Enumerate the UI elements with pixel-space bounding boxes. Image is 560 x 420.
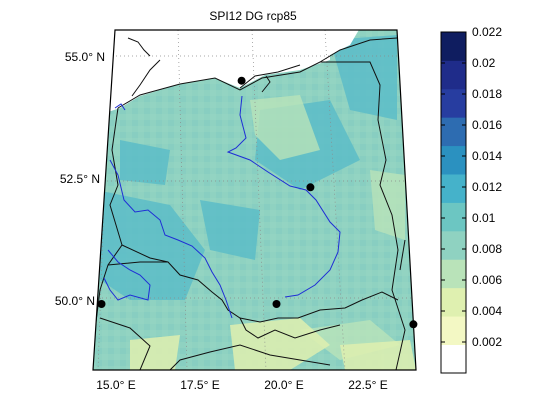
colorbar-segment — [441, 316, 466, 345]
station-marker — [237, 76, 246, 85]
colorbar-segment — [441, 88, 466, 118]
colorbar-tick-label: 0.022 — [472, 25, 502, 39]
colorbar-tick-label: 0.014 — [472, 149, 502, 163]
lat-label-50: 50.0° N — [55, 294, 95, 308]
colorbar-tick-label: 0.02 — [472, 56, 496, 70]
colorbar-tick-label: 0.01 — [472, 211, 496, 225]
colorbar-segment — [441, 344, 466, 374]
colorbar-tick-label: 0.016 — [472, 118, 502, 132]
station-marker — [306, 183, 315, 192]
colorbar-segment — [441, 230, 466, 260]
country-borders — [94, 37, 406, 370]
baltic-sea — [108, 30, 330, 112]
colorbar-tick-label: 0.004 — [472, 304, 502, 318]
station-markers — [97, 76, 418, 329]
colorbar-segment — [441, 145, 466, 175]
lon-label-15: 15.0° E — [96, 378, 136, 392]
colorbar-tick-label: 0.006 — [472, 273, 502, 287]
field-patches-lowest — [130, 318, 416, 370]
lon-label-22-5: 22.5° E — [348, 378, 388, 392]
colorbar-tick-label: 0.002 — [472, 335, 502, 349]
map-title: SPI12 DG rcp85 — [209, 9, 297, 23]
map-frame — [92, 29, 417, 371]
station-marker — [409, 320, 418, 329]
colorbar-segment — [441, 259, 466, 289]
station-marker — [97, 300, 106, 308]
colorbar-tick-label: 0.012 — [472, 180, 502, 194]
colorbar-segment — [441, 32, 466, 61]
field-patches-low — [250, 95, 405, 360]
lat-label-55: 55.0° N — [65, 50, 105, 64]
colorbar-segment — [441, 202, 466, 232]
colorbar-segment — [441, 287, 466, 317]
rivers — [103, 95, 341, 319]
sea-northeast — [320, 30, 360, 60]
colorbar-segment — [441, 117, 466, 147]
lon-label-17-5: 17.5° E — [180, 378, 220, 392]
coastline — [127, 37, 301, 93]
lon-label-20: 20.0° E — [264, 378, 304, 392]
map-area — [93, 30, 416, 370]
colorbar-frame — [440, 31, 467, 374]
colorbar: 0.002 0.004 0.006 0.008 0.01 0.012 0.014 0.016 0… — [440, 25, 502, 374]
station-marker — [272, 300, 281, 308]
colorbar-tick-label: 0.018 — [472, 87, 502, 101]
lat-label-52-5: 52.5° N — [60, 172, 100, 186]
colorbar-segment — [441, 60, 466, 90]
colorbar-segment — [441, 174, 466, 203]
colorbar-tick-label: 0.008 — [472, 242, 502, 256]
